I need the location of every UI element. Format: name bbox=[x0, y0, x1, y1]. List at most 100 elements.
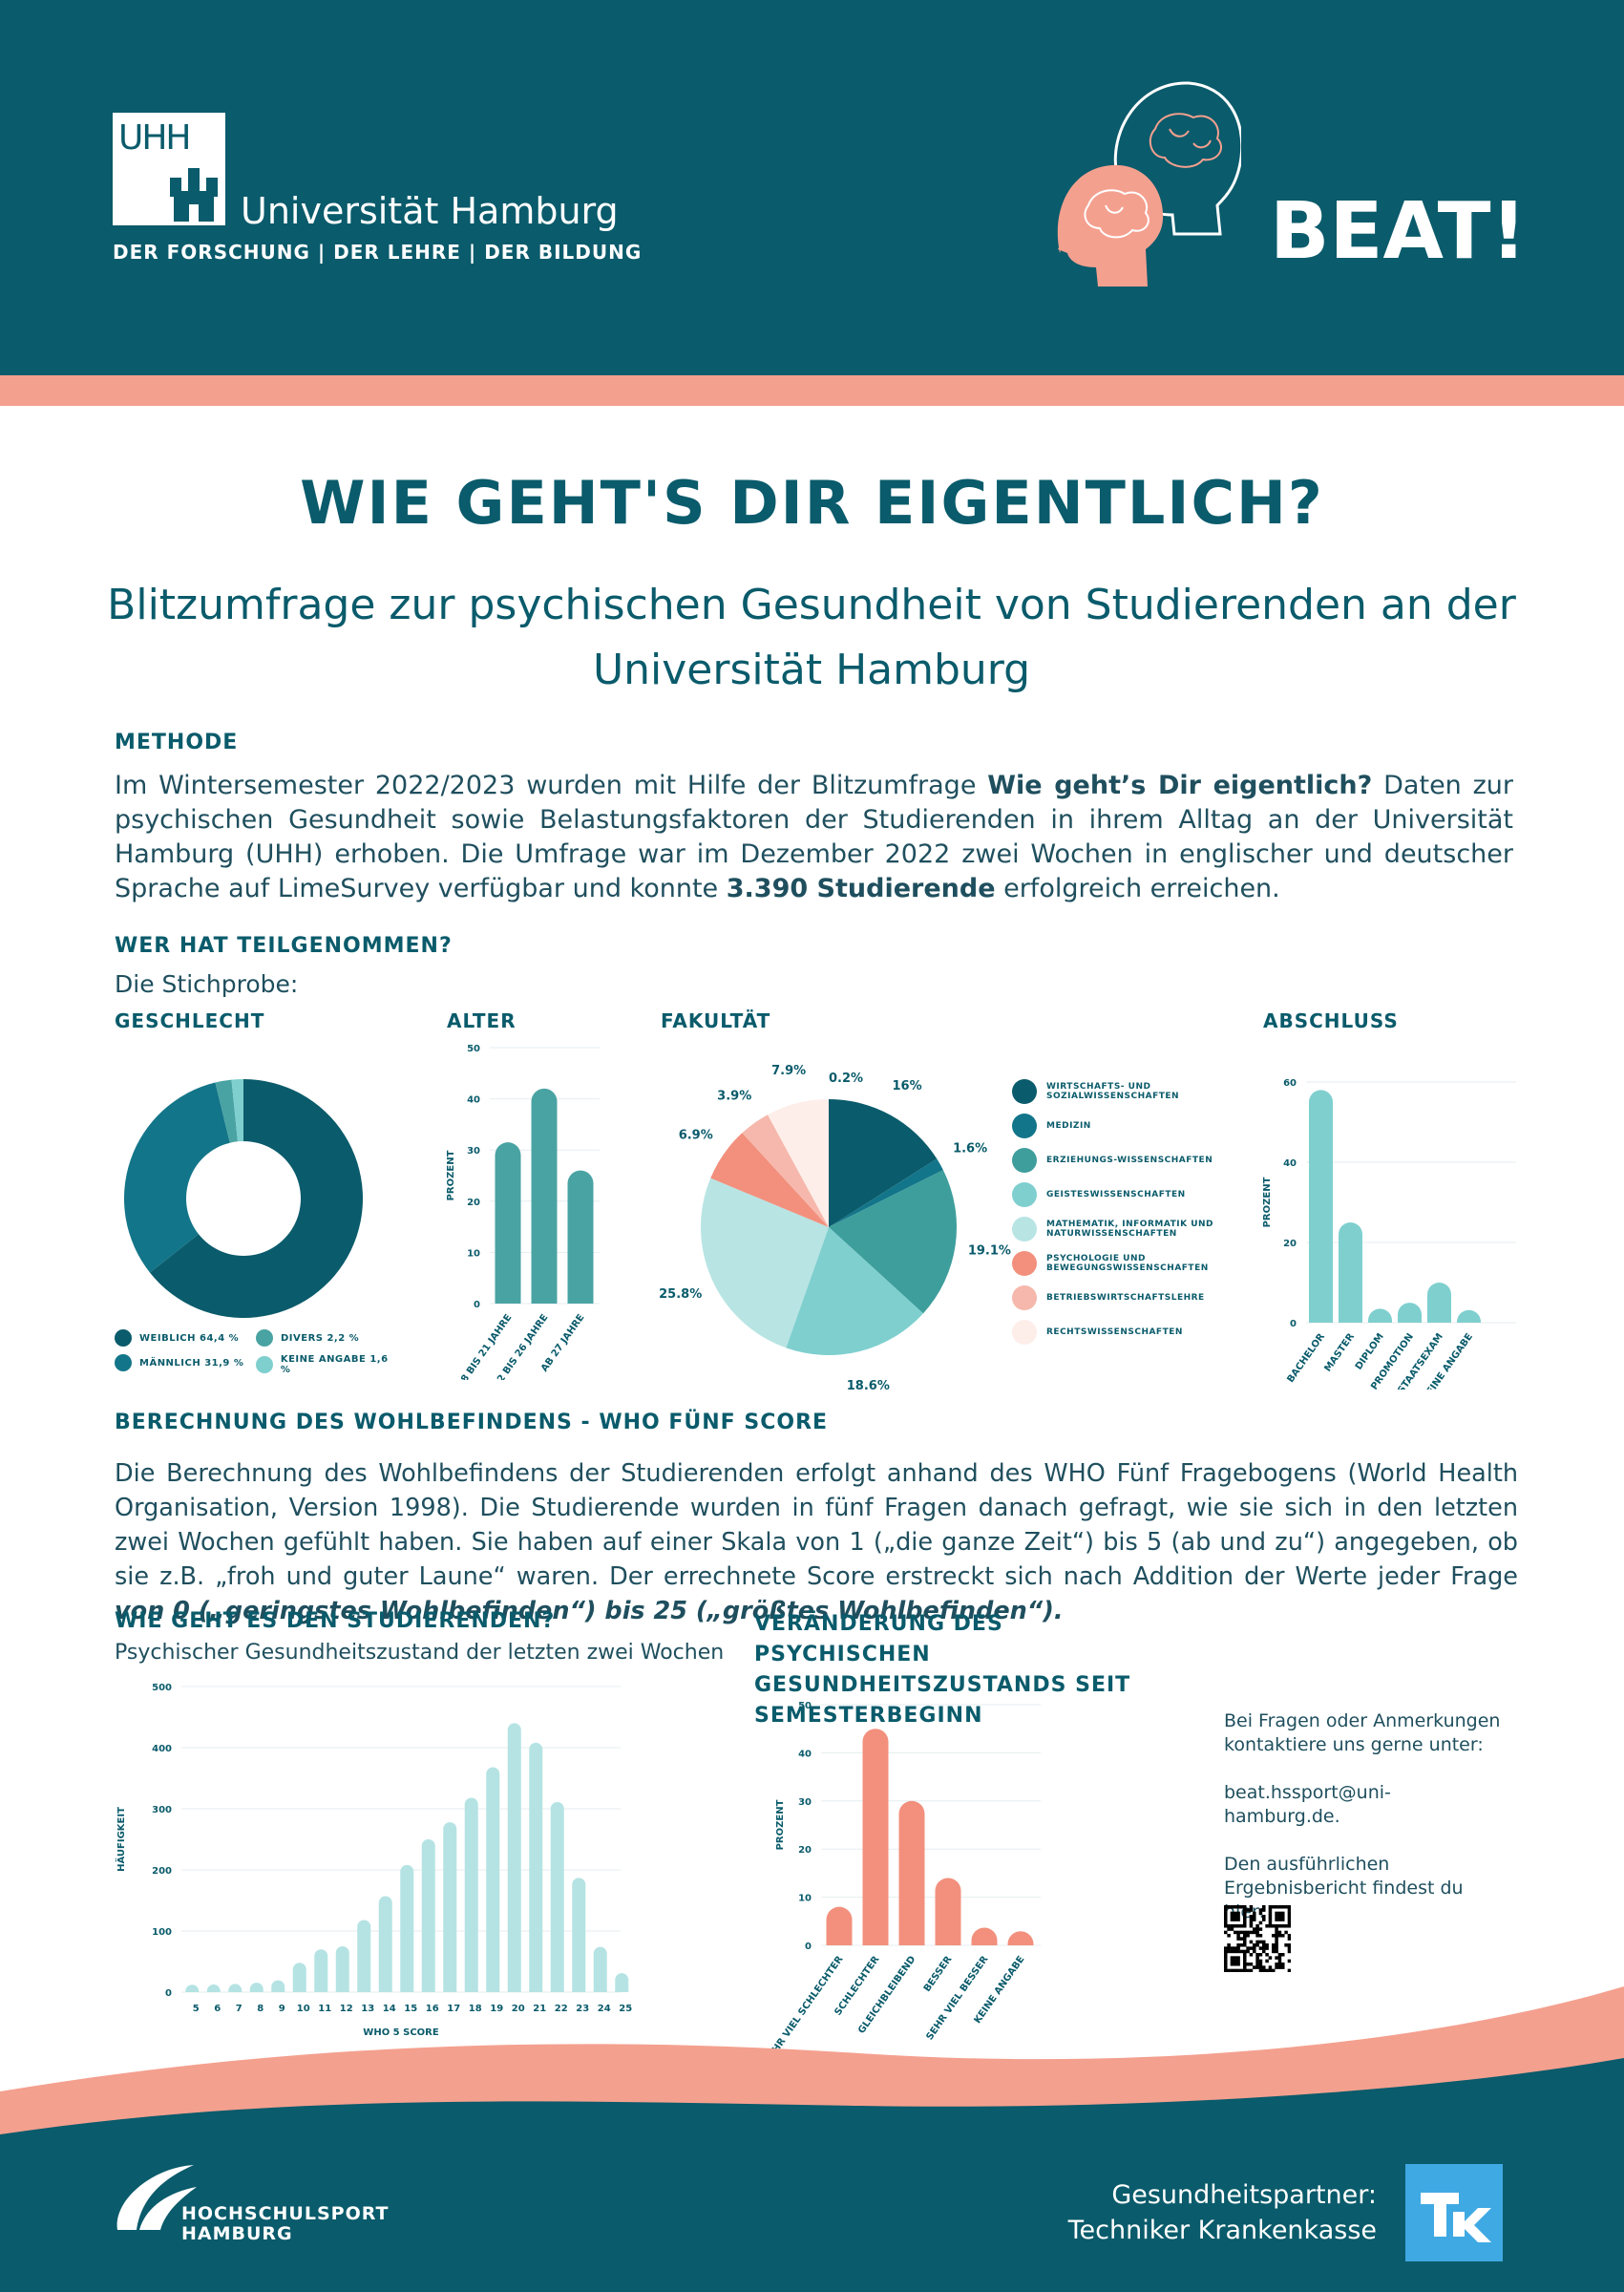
qr-module bbox=[1230, 1918, 1234, 1921]
y-tick-label: 10 bbox=[798, 1894, 812, 1904]
qr-module bbox=[1246, 1934, 1250, 1938]
qr-module bbox=[1239, 1949, 1244, 1954]
qr-module bbox=[1268, 1965, 1273, 1969]
qr-module bbox=[1236, 1930, 1240, 1935]
qr-module bbox=[1258, 1908, 1263, 1912]
qr-module bbox=[1243, 1949, 1247, 1954]
x-tick-label: 17 bbox=[447, 2004, 460, 2014]
qr-module bbox=[1224, 1953, 1228, 1957]
bar bbox=[826, 1906, 853, 1945]
qr-module bbox=[1243, 1956, 1247, 1960]
y-tick-label: 20 bbox=[798, 1845, 812, 1856]
qr-module bbox=[1275, 1963, 1278, 1966]
qr-module bbox=[1236, 1959, 1240, 1963]
qr-module bbox=[1275, 1956, 1278, 1960]
pie-slice bbox=[215, 1079, 238, 1143]
qr-module bbox=[1258, 1927, 1263, 1931]
qr-module bbox=[1234, 1918, 1237, 1921]
qr-module bbox=[1287, 1924, 1291, 1928]
qr-module bbox=[1262, 1940, 1266, 1944]
y-tick-label: 50 bbox=[798, 1701, 812, 1711]
legend-label: WIRTSCHAFTS- UND SOZIALWISSENSCHAFTEN bbox=[1046, 1082, 1180, 1101]
qr-module bbox=[1258, 1921, 1263, 1925]
qr-module bbox=[1275, 1930, 1278, 1935]
x-tick-label: 25 bbox=[619, 2004, 632, 2014]
qr-module bbox=[1272, 1934, 1276, 1938]
x-tick-label: 22 bbox=[555, 2004, 568, 2014]
bar bbox=[862, 1729, 889, 1945]
qr-module bbox=[1243, 1953, 1247, 1957]
legend-item: KEINE ANGABE 1,6 % bbox=[256, 1354, 401, 1375]
methode-text-2: Daten zur psychischen Gesundheit sowie B… bbox=[115, 771, 1513, 903]
qr-module bbox=[1275, 1965, 1278, 1969]
slice-value-label: 16% bbox=[892, 1079, 921, 1093]
legend-label: RECHTSWISSENSCHAFTEN bbox=[1046, 1327, 1183, 1337]
pie-slice bbox=[768, 1099, 829, 1227]
hochschulsport-line-1: HOCHSCHULSPORT bbox=[181, 2203, 390, 2224]
x-tick-label: 6 bbox=[214, 2004, 221, 2014]
qr-module bbox=[1258, 1965, 1263, 1969]
qr-module bbox=[1230, 1905, 1234, 1909]
chart-geschlecht bbox=[124, 1079, 363, 1318]
qr-module bbox=[1249, 1940, 1254, 1944]
slice-value-label: 18.6% bbox=[847, 1379, 890, 1393]
qr-module bbox=[1287, 1911, 1291, 1916]
qr-code-icon[interactable] bbox=[1224, 1905, 1291, 1972]
qr-module bbox=[1255, 1956, 1259, 1960]
slice-value-label: 3.9% bbox=[717, 1090, 751, 1104]
chart-who5: 0 100 200 300 400 500 5 6 7 8 9 10 11 12 13 14 15 16 17 18 1… bbox=[114, 1683, 632, 2038]
bar bbox=[443, 1822, 457, 1992]
y-tick-label: 200 bbox=[152, 1866, 172, 1877]
qr-module bbox=[1224, 1963, 1228, 1966]
qr-module bbox=[1253, 1911, 1256, 1916]
qr-module bbox=[1243, 1915, 1247, 1919]
castle-icon bbox=[170, 168, 218, 222]
legend-item: GEISTESWISSENSCHAFTEN bbox=[1012, 1182, 1232, 1207]
bar bbox=[935, 1878, 961, 1945]
contact-info: Bei Fragen oder Anmerkungen kontaktiere … bbox=[1224, 1709, 1501, 1924]
y-tick-label: 100 bbox=[152, 1927, 172, 1938]
legend-label: DIVERS 2,2 % bbox=[281, 1332, 360, 1344]
legend-item: MEDIZIN bbox=[1012, 1114, 1232, 1138]
qr-module bbox=[1249, 1930, 1254, 1935]
qr-module bbox=[1258, 1940, 1263, 1944]
pie-slice bbox=[786, 1227, 923, 1355]
qr-module bbox=[1275, 1937, 1278, 1941]
bar bbox=[400, 1864, 414, 1992]
qr-module bbox=[1272, 1905, 1276, 1909]
qr-module bbox=[1253, 1965, 1256, 1969]
legend-label: MEDIZIN bbox=[1046, 1121, 1091, 1131]
qr-module bbox=[1243, 1943, 1247, 1947]
qr-module bbox=[1246, 1968, 1250, 1972]
qr-module bbox=[1262, 1949, 1266, 1954]
x-tick-label: DIPLOM bbox=[1354, 1331, 1386, 1371]
qr-module bbox=[1255, 1940, 1259, 1944]
university-tagline: DER FORSCHUNG | DER LEHRE | DER BILDUNG bbox=[113, 241, 643, 264]
qr-module bbox=[1281, 1915, 1285, 1919]
y-tick-label: 20 bbox=[467, 1198, 480, 1208]
legend-item: MATHEMATIK, INFORMATIK UND NATURWISSENSC… bbox=[1012, 1217, 1232, 1242]
qr-module bbox=[1287, 1937, 1291, 1941]
x-tick-label: 13 bbox=[361, 2004, 374, 2014]
pie-slice bbox=[829, 1099, 938, 1227]
qr-module bbox=[1262, 1965, 1266, 1969]
qr-module bbox=[1281, 1924, 1285, 1928]
x-tick-label: 8 bbox=[257, 2004, 264, 2014]
qr-module bbox=[1249, 1946, 1254, 1950]
qr-module bbox=[1249, 1918, 1254, 1921]
qr-module bbox=[1258, 1968, 1263, 1972]
contact-email[interactable]: beat.hssport@uni-hamburg.de. bbox=[1224, 1782, 1391, 1827]
chart-title-fakultaet: FAKULTÄT bbox=[661, 1009, 771, 1032]
qr-module bbox=[1281, 1965, 1285, 1969]
qr-module bbox=[1277, 1956, 1282, 1960]
section-heading-berechnung: BERECHNUNG DES WOHLBEFINDENS - WHO FÜNF … bbox=[115, 1411, 829, 1434]
qr-module bbox=[1239, 1968, 1244, 1972]
contact-text-1: Bei Fragen oder Anmerkungen kontaktiere … bbox=[1224, 1710, 1501, 1755]
y-tick-label: 30 bbox=[467, 1146, 480, 1157]
page-subtitle: Blitzumfrage zur psychischen Gesundheit … bbox=[107, 581, 1516, 694]
chart-fakultaet: 16% 1.6% 19.1% 18.6% 25.8% 6.9% 3.9% 7.9% 0.2% bbox=[659, 1064, 1011, 1393]
bar bbox=[1309, 1090, 1333, 1323]
bar bbox=[249, 1983, 264, 1992]
qr-module bbox=[1277, 1963, 1282, 1966]
qr-module bbox=[1284, 1924, 1288, 1928]
